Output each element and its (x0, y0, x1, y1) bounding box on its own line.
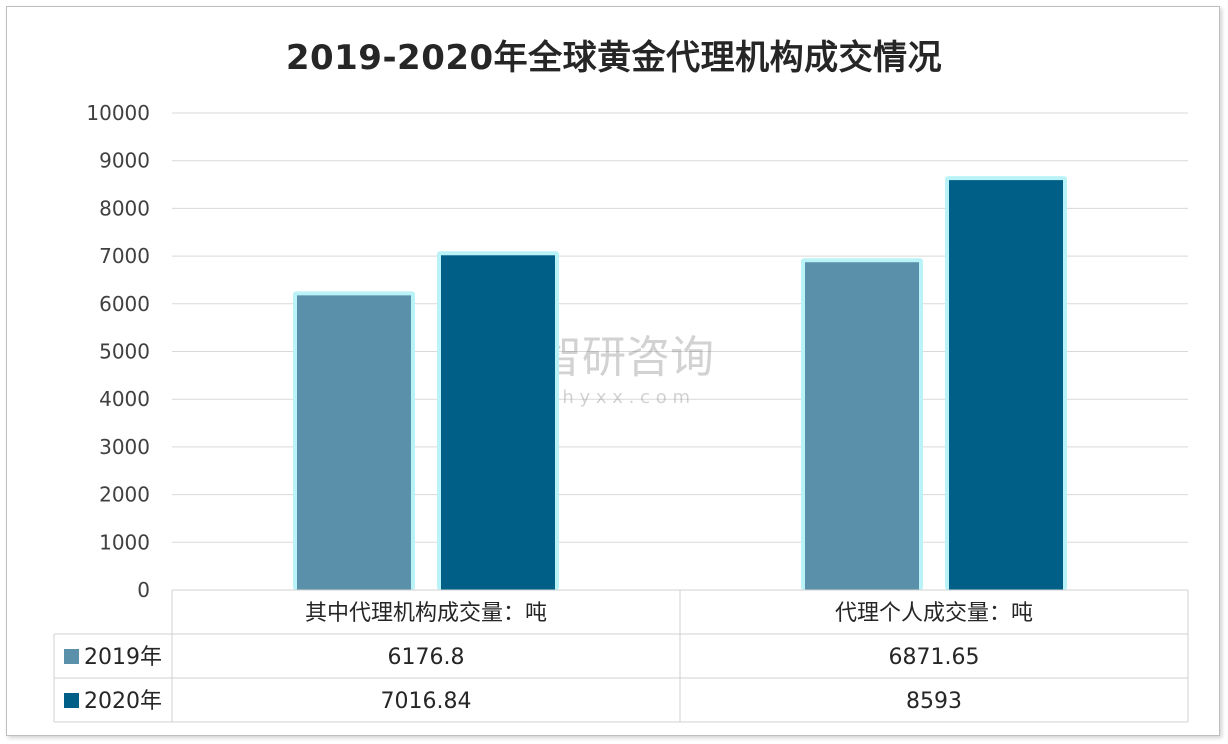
data-label: 6871.65 (889, 645, 980, 670)
y-tick-label: 6000 (99, 292, 150, 316)
y-tick-label: 10000 (86, 101, 150, 125)
legend-label: 2019年 (84, 645, 162, 670)
y-tick-label: 8000 (99, 196, 150, 220)
y-tick-label: 5000 (99, 340, 150, 364)
data-label: 7016.84 (381, 689, 472, 714)
legend-swatch (64, 649, 79, 664)
y-axis-ticks: 0 1000 2000 3000 4000 5000 6000 7000 8000 9000 100… (86, 101, 150, 602)
category-label: 其中代理机构成交量：吨 (305, 601, 547, 626)
y-tick-label: 3000 (99, 435, 150, 459)
data-label: 8593 (906, 689, 962, 714)
data-table: 其中代理机构成交量：吨 代理个人成交量：吨 2019年 6176.8 6871.65 20… (53, 589, 1189, 723)
legend-swatch (64, 693, 79, 708)
y-tick-label: 7000 (99, 244, 150, 268)
bar-2-1 (441, 255, 555, 590)
bars (293, 176, 1067, 591)
y-tick-label: 0 (137, 578, 150, 602)
category-label: 代理个人成交量：吨 (835, 601, 1033, 626)
watermark-brand: 智研咨询 (538, 332, 714, 383)
legend-label: 2020年 (84, 689, 162, 714)
chart-title: 2019-2020年全球黄金代理机构成交情况 (285, 38, 943, 78)
bar-1-2 (805, 262, 919, 590)
y-tick-label: 2000 (99, 483, 150, 507)
bar-2-2 (949, 180, 1063, 591)
y-tick-label: 1000 (99, 530, 150, 554)
bar-1-1 (297, 295, 411, 590)
data-label: 6176.8 (388, 645, 465, 670)
y-tick-label: 4000 (99, 387, 150, 411)
y-tick-label: 9000 (99, 149, 150, 173)
